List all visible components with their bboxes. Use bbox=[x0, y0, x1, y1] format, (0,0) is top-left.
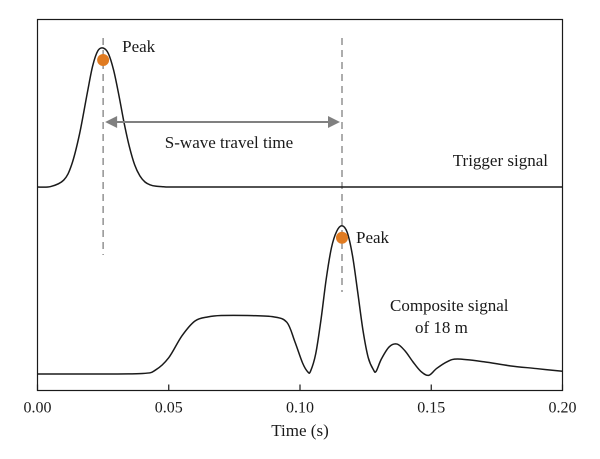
travel-time-label: S-wave travel time bbox=[165, 133, 293, 152]
x-tick-label: 0.10 bbox=[286, 400, 314, 417]
series-line-trigger bbox=[37, 47, 563, 188]
x-tick-label: 0.00 bbox=[24, 400, 52, 417]
series-line-composite bbox=[37, 225, 563, 377]
peak-marker bbox=[336, 231, 348, 244]
x-tick-label: 0.15 bbox=[417, 400, 445, 417]
x-tick-label: 0.20 bbox=[549, 400, 577, 417]
x-tick-label: 0.05 bbox=[155, 400, 183, 417]
composite-signal-label-line2: of 18 m bbox=[415, 318, 468, 337]
peak-label: Peak bbox=[356, 228, 390, 247]
series-group bbox=[37, 47, 563, 377]
x-axis-title: Time (s) bbox=[271, 421, 328, 440]
peak-marker bbox=[97, 54, 110, 66]
travel-time-arrow bbox=[105, 116, 340, 128]
peak-label: Peak bbox=[122, 37, 156, 56]
peak-markers: Peak Peak bbox=[97, 37, 390, 247]
trigger-signal-label: Trigger signal bbox=[453, 151, 549, 170]
x-axis: 0.00 0.05 0.10 0.15 0.20 bbox=[24, 384, 577, 417]
guide-lines bbox=[102, 38, 343, 292]
composite-signal-label-line1: Composite signal bbox=[390, 296, 509, 315]
plot-frame bbox=[36, 18, 564, 392]
